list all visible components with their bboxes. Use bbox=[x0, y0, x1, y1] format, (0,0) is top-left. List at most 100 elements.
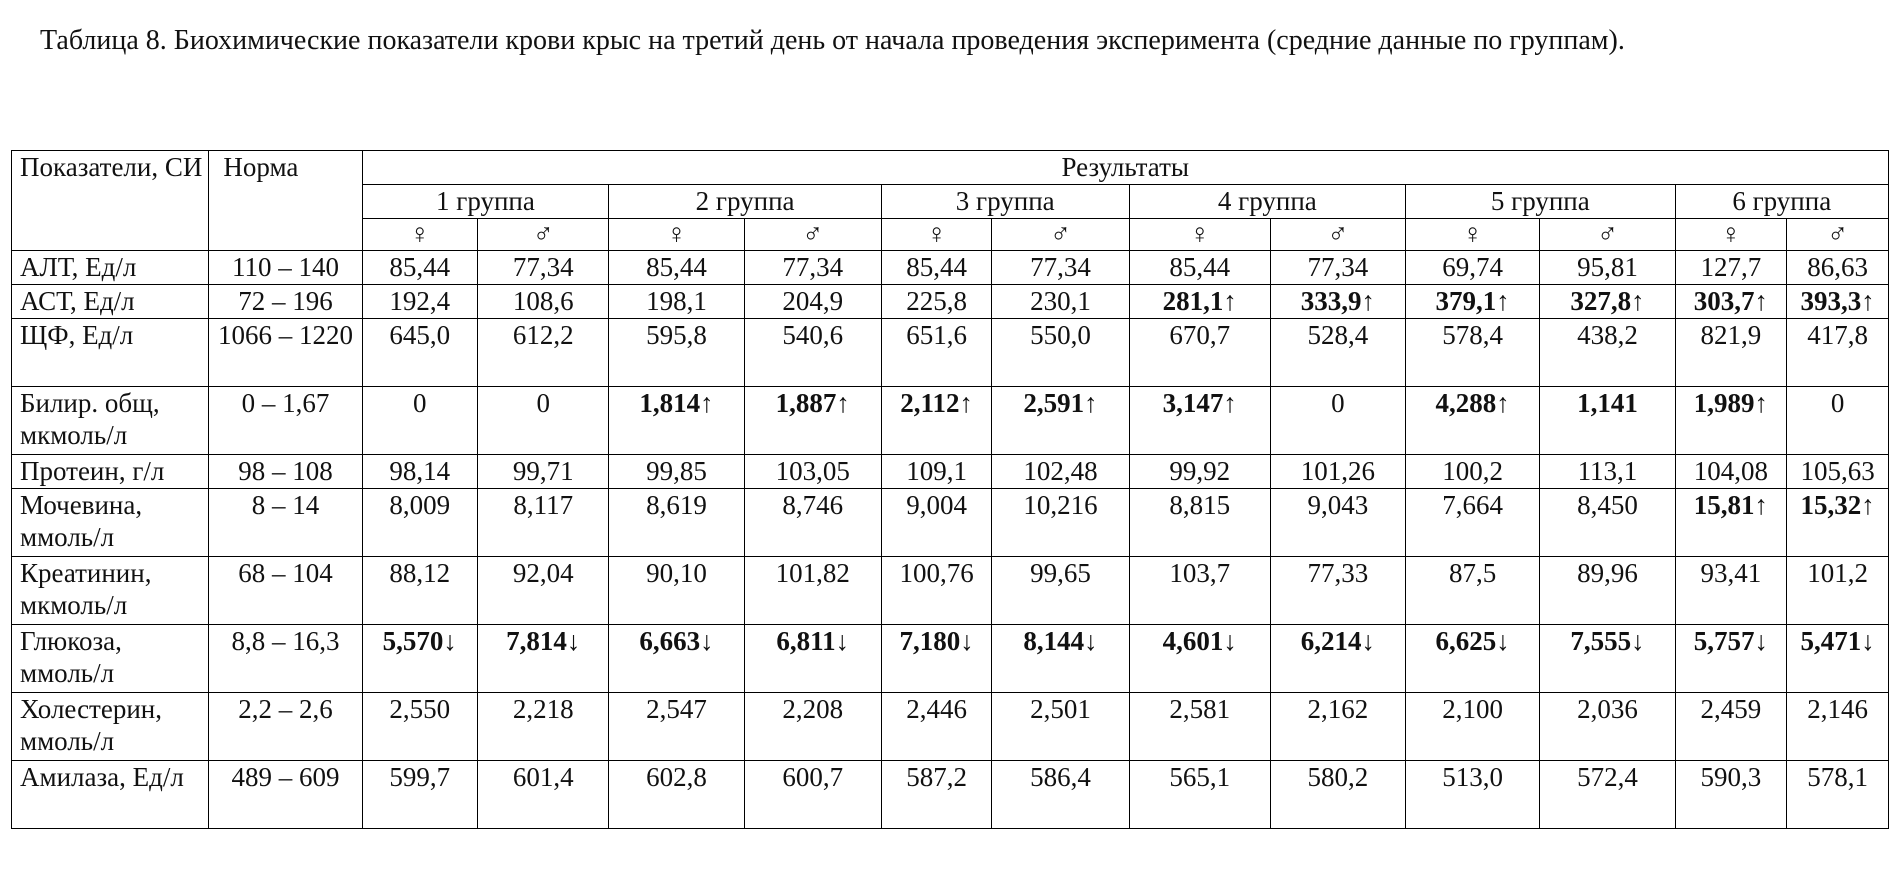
value-cell: 0 bbox=[477, 386, 610, 455]
value-cell: 8,746 bbox=[743, 488, 882, 557]
female-icon: ♀ bbox=[1405, 218, 1541, 251]
female-icon: ♀ bbox=[1128, 218, 1271, 251]
value-cell: 2,446 bbox=[880, 692, 993, 761]
value-cell: 7,555↓ bbox=[1539, 624, 1676, 693]
value-cell: 77,34 bbox=[991, 250, 1130, 285]
value-cell: 7,664 bbox=[1405, 488, 1541, 557]
value-cell: 281,1↑ bbox=[1128, 284, 1271, 319]
value-cell: 127,7 bbox=[1674, 250, 1788, 285]
table-row: ЩФ, Ед/л 1066 – 1220 645,0 612,2 595,8 540,6 6… bbox=[10, 318, 1889, 387]
header-group-1: 1 группа bbox=[361, 184, 610, 219]
header-norm: Норма bbox=[208, 150, 363, 251]
value-cell: 99,92 bbox=[1128, 454, 1271, 489]
value-cell: 90,10 bbox=[608, 556, 745, 625]
param-cell: Холестерин, ммоль/л bbox=[10, 692, 210, 761]
value-cell: 565,1 bbox=[1128, 760, 1271, 829]
value-cell: 333,9↑ bbox=[1269, 284, 1407, 319]
value-cell: 95,81 bbox=[1539, 250, 1676, 285]
value-cell: 612,2 bbox=[477, 318, 610, 387]
value-cell: 6,625↓ bbox=[1405, 624, 1541, 693]
norm-cell: 2,2 – 2,6 bbox=[208, 692, 363, 761]
value-cell: 93,41 bbox=[1674, 556, 1788, 625]
table-row: Мочевина, ммоль/л 8 – 14 8,009 8,117 8,619 8,… bbox=[10, 488, 1889, 557]
value-cell: 602,8 bbox=[608, 760, 745, 829]
value-cell: 15,81↑ bbox=[1674, 488, 1788, 557]
value-cell: 0 bbox=[361, 386, 479, 455]
female-icon: ♀ bbox=[1674, 218, 1788, 251]
female-icon: ♀ bbox=[361, 218, 479, 251]
value-cell: 590,3 bbox=[1674, 760, 1788, 829]
value-cell: 2,162 bbox=[1269, 692, 1407, 761]
norm-cell: 8 – 14 bbox=[208, 488, 363, 557]
value-cell: 9,004 bbox=[880, 488, 993, 557]
value-cell: 2,146 bbox=[1786, 692, 1889, 761]
value-cell: 2,459 bbox=[1674, 692, 1788, 761]
value-cell: 1,989↑ bbox=[1674, 386, 1788, 455]
value-cell: 4,288↑ bbox=[1405, 386, 1541, 455]
value-cell: 69,74 bbox=[1405, 250, 1541, 285]
male-icon: ♂ bbox=[991, 218, 1130, 251]
value-cell: 2,036 bbox=[1539, 692, 1676, 761]
male-icon: ♂ bbox=[1269, 218, 1407, 251]
value-cell: 104,08 bbox=[1674, 454, 1788, 489]
value-cell: 578,4 bbox=[1405, 318, 1541, 387]
value-cell: 77,34 bbox=[743, 250, 882, 285]
value-cell: 77,34 bbox=[477, 250, 610, 285]
value-cell: 98,14 bbox=[361, 454, 479, 489]
table-row: Глюкоза, ммоль/л 8,8 – 16,3 5,570↓ 7,814↓ 6,… bbox=[10, 624, 1889, 693]
value-cell: 103,7 bbox=[1128, 556, 1271, 625]
header-group-2: 2 группа bbox=[608, 184, 882, 219]
table-row: Протеин, г/л 98 – 108 98,14 99,71 99,85 103,0… bbox=[10, 454, 1889, 489]
value-cell: 100,76 bbox=[880, 556, 993, 625]
value-cell: 550,0 bbox=[991, 318, 1130, 387]
value-cell: 85,44 bbox=[608, 250, 745, 285]
param-cell: АЛТ, Ед/л bbox=[10, 250, 210, 285]
table-row: Амилаза, Ед/л 489 – 609 599,7 601,4 602,8 600… bbox=[10, 760, 1889, 829]
value-cell: 1,887↑ bbox=[743, 386, 882, 455]
norm-cell: 1066 – 1220 bbox=[208, 318, 363, 387]
value-cell: 86,63 bbox=[1786, 250, 1889, 285]
value-cell: 1,141 bbox=[1539, 386, 1676, 455]
value-cell: 87,5 bbox=[1405, 556, 1541, 625]
value-cell: 101,82 bbox=[743, 556, 882, 625]
param-cell: Билир. общ, мкмоль/л bbox=[10, 386, 210, 455]
value-cell: 88,12 bbox=[361, 556, 479, 625]
value-cell: 5,757↓ bbox=[1674, 624, 1788, 693]
value-cell: 670,7 bbox=[1128, 318, 1271, 387]
value-cell: 4,601↓ bbox=[1128, 624, 1271, 693]
value-cell: 2,112↑ bbox=[880, 386, 993, 455]
value-cell: 1,814↑ bbox=[608, 386, 745, 455]
value-cell: 8,815 bbox=[1128, 488, 1271, 557]
male-icon: ♂ bbox=[477, 218, 610, 251]
value-cell: 0 bbox=[1269, 386, 1407, 455]
value-cell: 85,44 bbox=[1128, 250, 1271, 285]
value-cell: 8,450 bbox=[1539, 488, 1676, 557]
value-cell: 8,117 bbox=[477, 488, 610, 557]
norm-cell: 110 – 140 bbox=[208, 250, 363, 285]
male-icon: ♂ bbox=[1539, 218, 1676, 251]
value-cell: 303,7↑ bbox=[1674, 284, 1788, 319]
value-cell: 578,1 bbox=[1786, 760, 1889, 829]
value-cell: 7,814↓ bbox=[477, 624, 610, 693]
value-cell: 6,811↓ bbox=[743, 624, 882, 693]
value-cell: 5,471↓ bbox=[1786, 624, 1889, 693]
norm-cell: 489 – 609 bbox=[208, 760, 363, 829]
value-cell: 8,619 bbox=[608, 488, 745, 557]
table-body: АЛТ, Ед/л 110 – 140 85,44 77,34 85,44 77,34 85… bbox=[10, 250, 1889, 829]
value-cell: 2,501 bbox=[991, 692, 1130, 761]
table-row: АЛТ, Ед/л 110 – 140 85,44 77,34 85,44 77,34 85… bbox=[10, 250, 1889, 285]
value-cell: 103,05 bbox=[743, 454, 882, 489]
header-row-sex: ♀ ♂ ♀ ♂ ♀ ♂ ♀ ♂ ♀ ♂ ♀ ♂ bbox=[12, 218, 1889, 251]
value-cell: 586,4 bbox=[991, 760, 1130, 829]
value-cell: 821,9 bbox=[1674, 318, 1788, 387]
param-cell: Глюкоза, ммоль/л bbox=[10, 624, 210, 693]
header-group-5: 5 группа bbox=[1405, 184, 1676, 219]
value-cell: 198,1 bbox=[608, 284, 745, 319]
value-cell: 3,147↑ bbox=[1128, 386, 1271, 455]
value-cell: 5,570↓ bbox=[361, 624, 479, 693]
value-cell: 587,2 bbox=[880, 760, 993, 829]
value-cell: 601,4 bbox=[477, 760, 610, 829]
value-cell: 2,218 bbox=[477, 692, 610, 761]
value-cell: 2,591↑ bbox=[991, 386, 1130, 455]
param-cell: АСТ, Ед/л bbox=[10, 284, 210, 319]
